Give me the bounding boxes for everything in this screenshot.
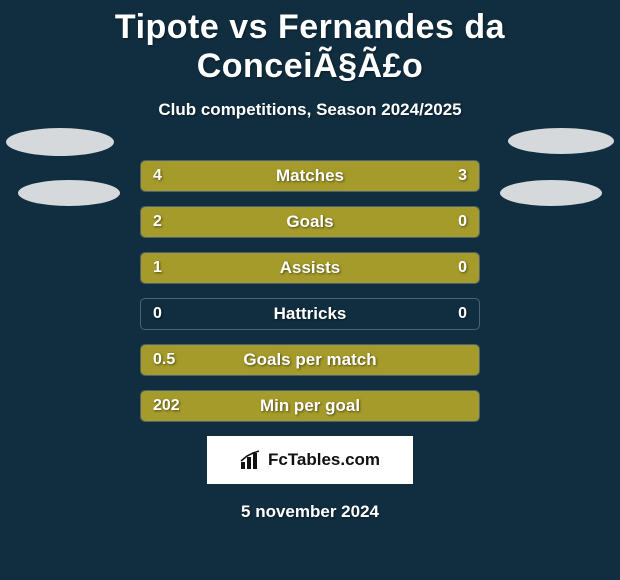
stat-label: Goals	[141, 212, 479, 232]
stat-label: Matches	[141, 166, 479, 186]
stat-label: Hattricks	[141, 304, 479, 324]
player-left-shape-1	[6, 128, 114, 156]
stat-row: 0.5Goals per match	[140, 344, 480, 376]
bars-container: 43Matches 20Goals 10Assists 00Hattricks 0.5G…	[140, 160, 480, 422]
brand-footer: FcTables.com	[207, 436, 413, 484]
player-right-shape-1	[508, 128, 614, 154]
stat-row: 20Goals	[140, 206, 480, 238]
stat-label: Goals per match	[141, 350, 479, 370]
stat-label: Min per goal	[141, 396, 479, 416]
chart-date: 5 november 2024	[0, 502, 620, 522]
page-title: Tipote vs Fernandes da ConceiÃ§Ã£o	[0, 0, 620, 86]
stat-row: 43Matches	[140, 160, 480, 192]
comparison-chart: 43Matches 20Goals 10Assists 00Hattricks 0.5G…	[0, 160, 620, 522]
stat-row: 10Assists	[140, 252, 480, 284]
stat-label: Assists	[141, 258, 479, 278]
fctables-logo: FcTables.com	[240, 450, 380, 470]
brand-text: FcTables.com	[268, 450, 380, 470]
stat-row: 202Min per goal	[140, 390, 480, 422]
chart-icon	[240, 450, 264, 470]
stat-row: 00Hattricks	[140, 298, 480, 330]
page-subtitle: Club competitions, Season 2024/2025	[0, 100, 620, 120]
